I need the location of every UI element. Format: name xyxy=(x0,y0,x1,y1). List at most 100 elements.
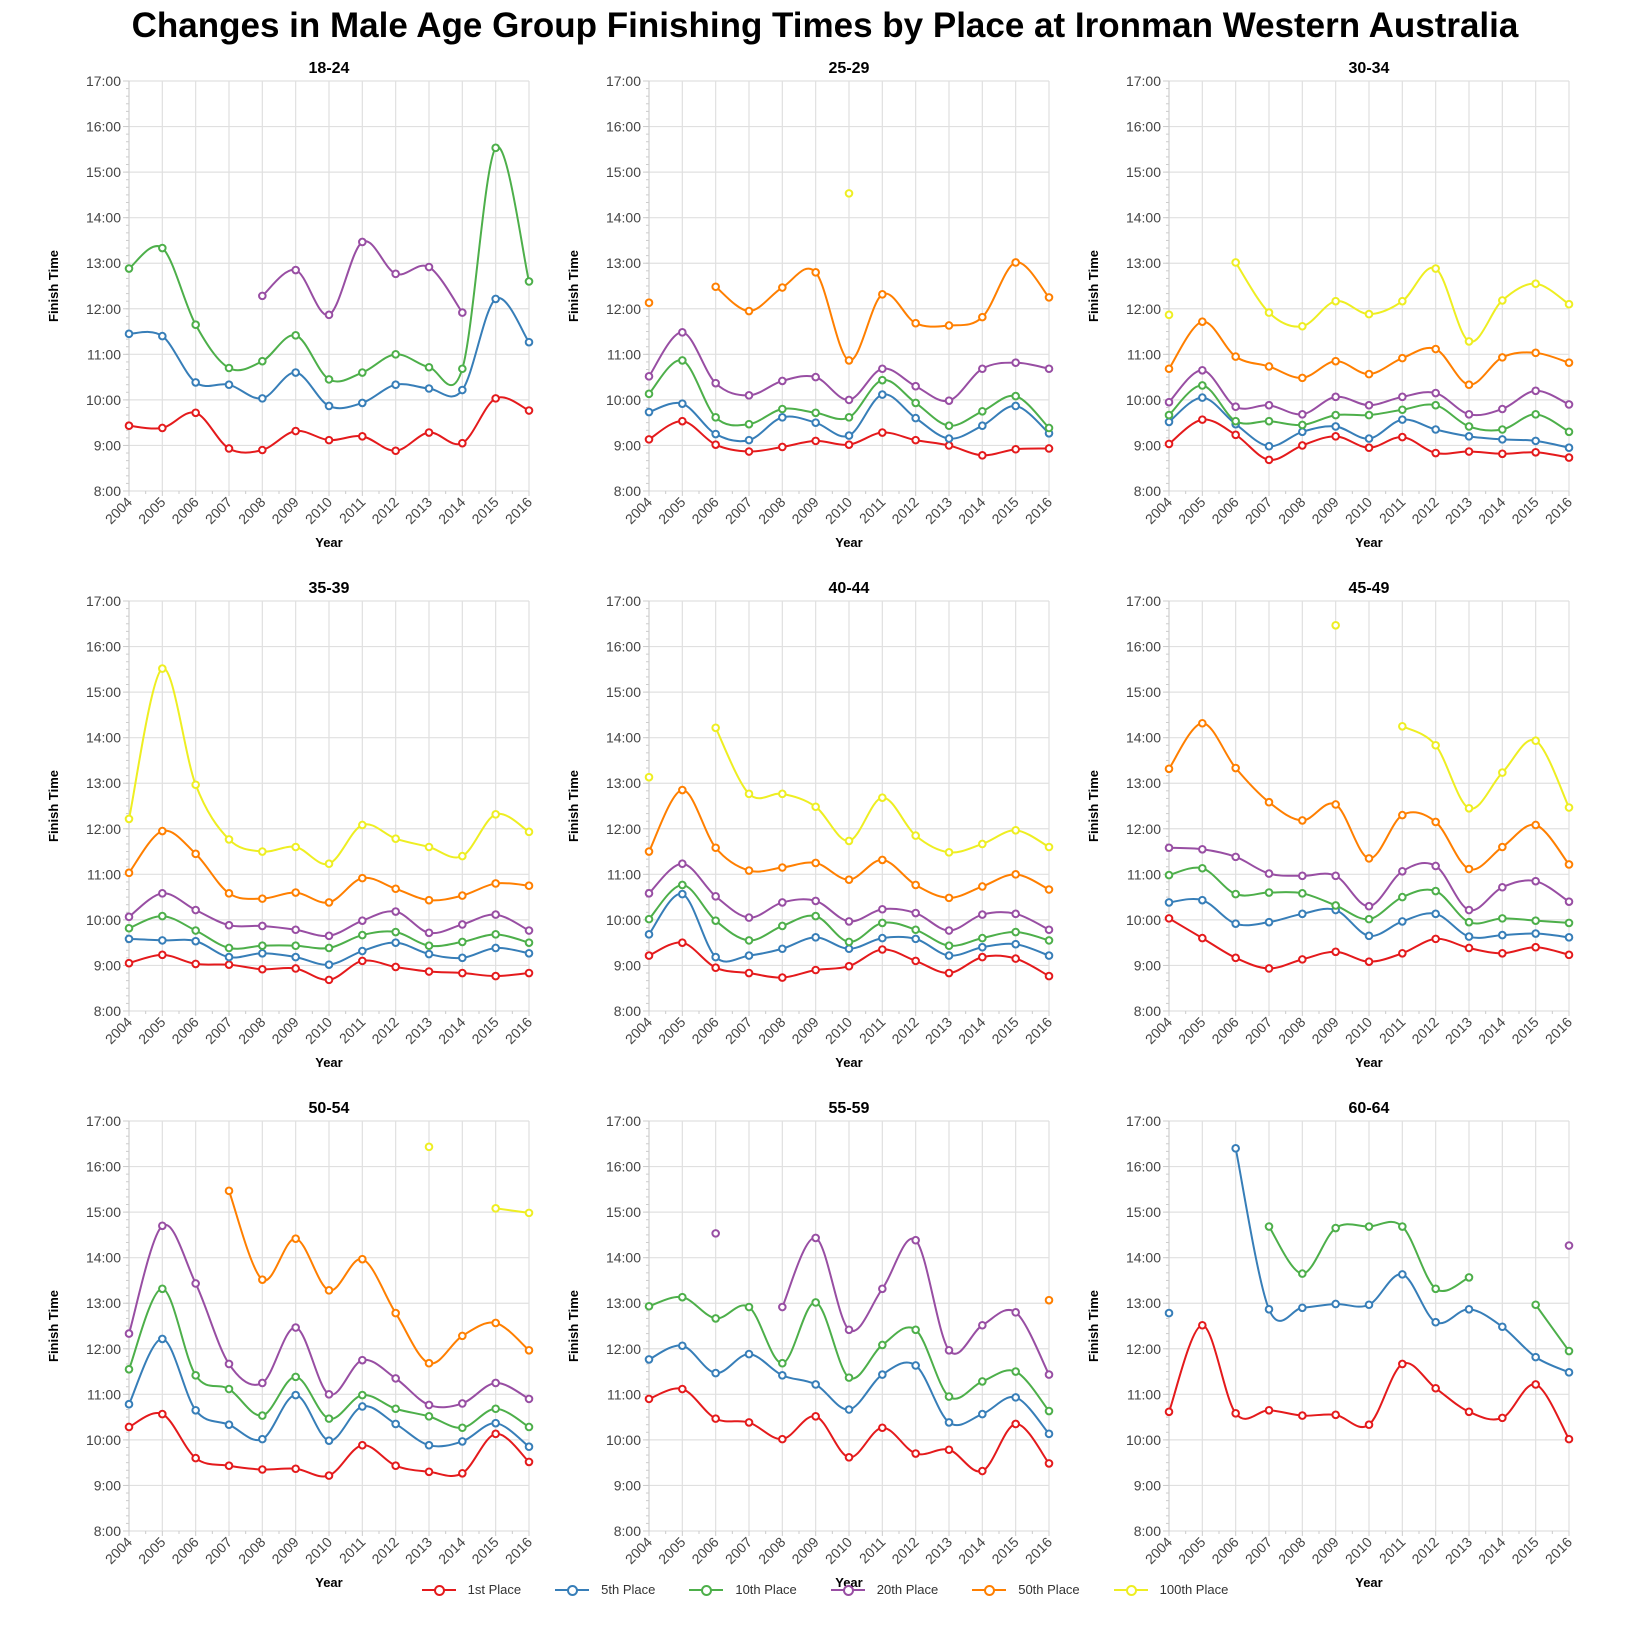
data-point[interactable] xyxy=(1331,392,1340,402)
data-point[interactable] xyxy=(1011,1419,1020,1429)
data-point[interactable] xyxy=(1364,901,1374,911)
data-point[interactable] xyxy=(491,910,500,919)
data-point[interactable] xyxy=(258,964,267,974)
data-point[interactable] xyxy=(1564,860,1574,869)
data-point[interactable] xyxy=(1044,1459,1054,1468)
data-point[interactable] xyxy=(124,1364,134,1374)
data-point[interactable] xyxy=(778,973,787,982)
data-point[interactable] xyxy=(644,435,654,444)
data-point[interactable] xyxy=(911,1325,920,1335)
data-point[interactable] xyxy=(191,320,200,330)
data-point[interactable] xyxy=(1531,876,1540,886)
data-point[interactable] xyxy=(391,1461,400,1471)
data-point[interactable] xyxy=(224,1420,234,1430)
data-point[interactable] xyxy=(778,442,787,452)
data-point[interactable] xyxy=(424,1400,434,1410)
data-point[interactable] xyxy=(1564,427,1574,437)
data-point[interactable] xyxy=(811,1233,820,1243)
data-point[interactable] xyxy=(1011,444,1020,454)
data-point[interactable] xyxy=(844,440,854,449)
data-point[interactable] xyxy=(358,1355,367,1365)
data-point[interactable] xyxy=(711,413,720,422)
data-point[interactable] xyxy=(744,789,754,799)
data-point[interactable] xyxy=(944,434,954,443)
data-point[interactable] xyxy=(1464,1304,1474,1314)
data-point[interactable] xyxy=(1298,1411,1307,1420)
data-point[interactable] xyxy=(1498,435,1507,444)
data-point[interactable] xyxy=(1044,925,1054,935)
data-point[interactable] xyxy=(1331,947,1340,957)
data-point[interactable] xyxy=(291,888,300,897)
data-point[interactable] xyxy=(258,445,267,455)
data-point[interactable] xyxy=(1464,905,1474,915)
data-point[interactable] xyxy=(458,1399,467,1408)
data-point[interactable] xyxy=(458,1331,467,1341)
data-point[interactable] xyxy=(1564,299,1574,309)
data-point[interactable] xyxy=(358,432,367,441)
data-point[interactable] xyxy=(524,1422,534,1432)
data-point[interactable] xyxy=(458,364,467,374)
data-point[interactable] xyxy=(711,723,720,733)
data-point[interactable] xyxy=(491,810,500,819)
data-point[interactable] xyxy=(391,907,400,916)
data-point[interactable] xyxy=(744,419,754,429)
data-point[interactable] xyxy=(491,1418,500,1428)
data-point[interactable] xyxy=(878,933,887,943)
data-point[interactable] xyxy=(1398,296,1407,306)
data-point[interactable] xyxy=(1564,803,1574,812)
data-point[interactable] xyxy=(1331,1299,1340,1309)
data-point[interactable] xyxy=(878,390,887,399)
data-point[interactable] xyxy=(1464,380,1474,390)
data-point[interactable] xyxy=(844,395,854,405)
data-point[interactable] xyxy=(491,943,500,953)
data-point[interactable] xyxy=(224,952,234,962)
data-point[interactable] xyxy=(711,1414,720,1423)
data-point[interactable] xyxy=(1198,317,1207,326)
data-point[interactable] xyxy=(324,859,334,869)
data-point[interactable] xyxy=(191,1405,200,1415)
data-point[interactable] xyxy=(678,416,687,426)
data-point[interactable] xyxy=(258,394,267,403)
data-point[interactable] xyxy=(1298,441,1307,450)
data-point[interactable] xyxy=(811,802,820,812)
data-point[interactable] xyxy=(1164,1407,1174,1417)
data-point[interactable] xyxy=(291,1323,300,1332)
data-point[interactable] xyxy=(1264,1304,1274,1314)
data-point[interactable] xyxy=(644,1301,654,1311)
data-point[interactable] xyxy=(1398,1222,1407,1231)
data-point[interactable] xyxy=(711,916,720,925)
data-point[interactable] xyxy=(1398,392,1407,402)
data-point[interactable] xyxy=(978,942,987,952)
data-point[interactable] xyxy=(291,1390,300,1400)
data-point[interactable] xyxy=(644,847,654,856)
data-point[interactable] xyxy=(258,941,267,951)
data-point[interactable] xyxy=(1464,432,1474,441)
data-point[interactable] xyxy=(1164,1308,1174,1318)
data-point[interactable] xyxy=(1398,721,1407,731)
data-point[interactable] xyxy=(1011,927,1020,937)
data-point[interactable] xyxy=(258,921,267,931)
data-point[interactable] xyxy=(1364,1300,1374,1310)
data-point[interactable] xyxy=(978,882,987,891)
data-point[interactable] xyxy=(1531,279,1540,289)
data-point[interactable] xyxy=(1331,901,1340,910)
data-point[interactable] xyxy=(1331,356,1340,366)
data-point[interactable] xyxy=(1264,455,1274,465)
data-point[interactable] xyxy=(1498,914,1507,923)
data-point[interactable] xyxy=(1231,1144,1240,1153)
data-point[interactable] xyxy=(1198,415,1207,424)
data-point[interactable] xyxy=(1331,422,1340,431)
data-point[interactable] xyxy=(978,421,987,431)
data-point[interactable] xyxy=(811,436,820,446)
data-point[interactable] xyxy=(524,277,534,286)
data-point[interactable] xyxy=(1564,1434,1574,1444)
data-point[interactable] xyxy=(1531,942,1540,952)
data-point[interactable] xyxy=(878,904,887,914)
data-point[interactable] xyxy=(1464,943,1474,953)
data-point[interactable] xyxy=(778,404,787,414)
data-point[interactable] xyxy=(811,933,820,942)
data-point[interactable] xyxy=(1231,919,1240,928)
data-point[interactable] xyxy=(524,938,534,947)
data-point[interactable] xyxy=(678,1292,687,1302)
data-point[interactable] xyxy=(258,356,267,366)
